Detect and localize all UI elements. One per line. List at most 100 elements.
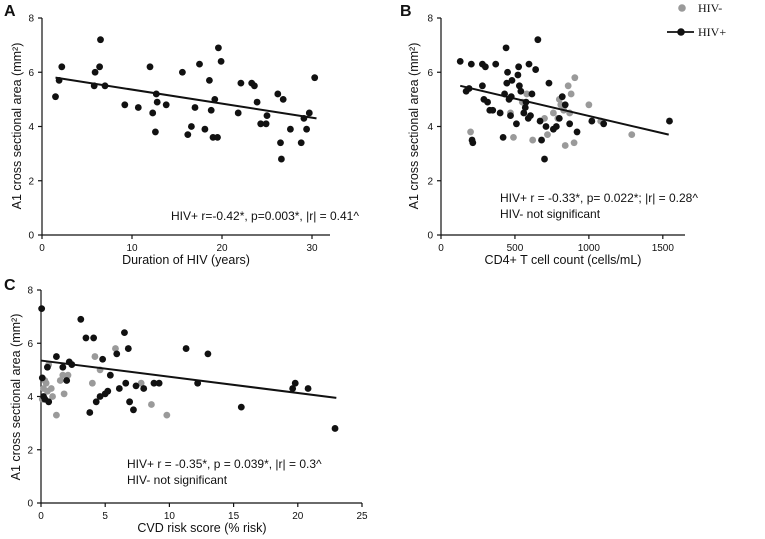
annotation: HIV- not significant — [500, 207, 601, 221]
y-tick-label: 6 — [28, 68, 34, 79]
x-tick-label: 15 — [228, 511, 240, 522]
hiv-pos-point — [456, 58, 464, 65]
hiv-neg-point — [561, 142, 569, 149]
hiv-pos-point — [528, 90, 536, 98]
hiv-pos-point — [469, 139, 477, 147]
panel-c: C HIV+ r = -0.35*, p = 0.039*, |r| = 0.3… — [4, 277, 368, 535]
hiv-pos-point — [124, 345, 132, 352]
hiv-pos-point — [331, 425, 339, 432]
x-tick-label: 25 — [356, 511, 368, 522]
x-tick-label: 1500 — [652, 243, 675, 254]
hiv-pos-point — [573, 128, 581, 136]
hiv-pos-point — [504, 68, 511, 76]
hiv-pos-point — [90, 334, 98, 342]
x-tick-label: 30 — [306, 243, 318, 254]
hiv-neg-point — [53, 411, 60, 419]
hiv-neg-point — [56, 377, 64, 384]
regression-line — [40, 359, 337, 399]
hiv-pos-point — [211, 95, 219, 103]
hiv-pos-point — [508, 76, 516, 84]
hiv-neg-point — [64, 371, 72, 379]
hiv-pos-point — [237, 403, 245, 411]
x-tick-label: 0 — [438, 243, 444, 254]
hiv-pos-point — [152, 128, 159, 136]
hiv-neg-point — [467, 128, 474, 136]
hiv-pos-point — [291, 379, 299, 387]
hiv-pos-point — [215, 44, 222, 52]
hiv-neg-point — [510, 133, 517, 141]
hiv-pos-point — [538, 136, 545, 144]
hiv-pos-point — [179, 68, 186, 76]
hiv-pos-point — [502, 44, 510, 52]
hiv-pos-point — [542, 123, 550, 130]
x-axis-title: CVD risk score (% risk) — [137, 521, 266, 535]
panel-letter: A — [4, 3, 16, 20]
hiv-neg-point — [628, 131, 636, 139]
annotation: HIV+ r=-0.42*, p=0.003*, |r| = 0.41^ — [171, 209, 359, 223]
hiv-neg-point — [564, 82, 572, 90]
hiv-pos-point — [515, 82, 523, 90]
hiv-neg-point — [42, 379, 50, 387]
hiv-pos-point — [503, 79, 511, 87]
hiv-pos-point — [513, 120, 520, 128]
hiv-neg-point — [571, 74, 579, 82]
hiv-pos-point — [217, 58, 225, 65]
hiv-pos-point — [207, 106, 215, 114]
hiv-neg-point — [49, 393, 56, 400]
legend-hiv-pos-marker — [677, 28, 685, 36]
hiv-neg-point — [585, 101, 593, 109]
y-tick-label: 0 — [28, 231, 34, 242]
hiv-pos-point — [514, 71, 522, 79]
hiv-pos-point — [91, 68, 99, 76]
y-tick-label: 4 — [28, 122, 34, 133]
legend-hiv-neg-label: HIV- — [698, 1, 722, 15]
hiv-neg-point — [163, 411, 171, 419]
hiv-pos-point — [149, 109, 157, 117]
hiv-pos-point — [115, 385, 123, 392]
panel-letter: B — [400, 3, 412, 20]
hiv-pos-point — [262, 120, 270, 128]
hiv-pos-point — [479, 82, 486, 90]
y-tick-label: 6 — [27, 339, 33, 350]
hiv-pos-point — [44, 363, 51, 371]
y-tick-label: 6 — [427, 68, 433, 79]
x-axis-title: CD4+ T cell count (cells/mL) — [485, 253, 642, 267]
hiv-neg-point — [137, 379, 145, 387]
y-tick-label: 4 — [427, 122, 433, 133]
hiv-pos-point — [191, 104, 199, 111]
hiv-pos-point — [126, 398, 133, 406]
hiv-pos-point — [77, 315, 85, 323]
hiv-pos-point — [277, 139, 284, 147]
hiv-neg-point — [544, 131, 551, 139]
hiv-pos-point — [86, 409, 94, 416]
hiv-neg-point — [148, 401, 155, 408]
hiv-neg-point — [529, 136, 537, 144]
hiv-pos-point — [545, 79, 553, 87]
hiv-pos-point — [558, 93, 566, 101]
hiv-pos-point — [184, 131, 192, 139]
hiv-pos-point — [121, 101, 129, 109]
hiv-pos-point — [305, 109, 313, 117]
hiv-pos-point — [38, 305, 46, 313]
hiv-pos-point — [38, 374, 46, 382]
hiv-pos-point — [92, 398, 100, 406]
hiv-neg-point — [88, 379, 96, 387]
hiv-pos-point — [58, 63, 66, 71]
y-tick-label: 8 — [427, 14, 433, 25]
hiv-pos-point — [304, 385, 312, 392]
hiv-pos-point — [214, 133, 221, 141]
y-tick-label: 2 — [28, 176, 34, 187]
regression-line — [55, 76, 317, 120]
y-tick-label: 8 — [28, 14, 34, 25]
hiv-pos-point — [263, 112, 271, 120]
x-tick-label: 500 — [507, 243, 524, 254]
hiv-pos-point — [311, 74, 319, 82]
hiv-pos-point — [121, 329, 128, 336]
hiv-neg-point — [549, 109, 557, 117]
panel-b: B HIV+ r = -0.33*, p= 0.022*; |r| = 0.28… — [400, 3, 698, 267]
hiv-pos-point — [484, 98, 491, 106]
hiv-pos-point — [289, 385, 297, 392]
hiv-pos-point — [130, 406, 137, 414]
hiv-neg-point — [570, 139, 578, 147]
